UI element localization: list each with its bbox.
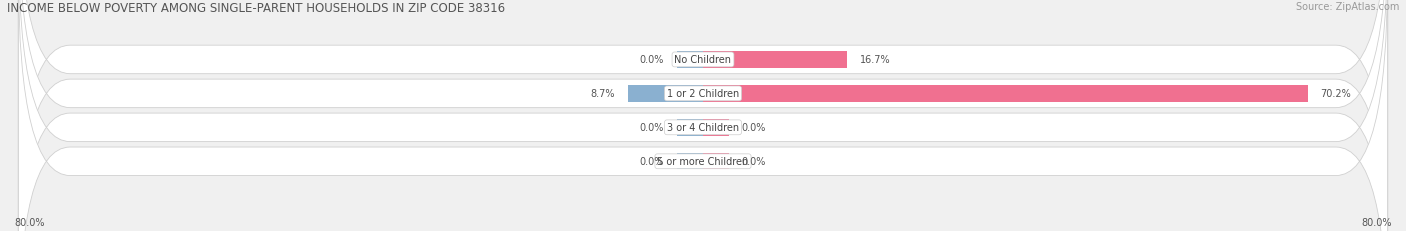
Text: 80.0%: 80.0%: [1361, 217, 1392, 227]
Text: Source: ZipAtlas.com: Source: ZipAtlas.com: [1295, 2, 1399, 12]
Bar: [678, 52, 703, 68]
Bar: [678, 120, 703, 136]
Text: 0.0%: 0.0%: [640, 123, 664, 133]
Text: 3 or 4 Children: 3 or 4 Children: [666, 123, 740, 133]
FancyBboxPatch shape: [18, 0, 1388, 231]
Text: 0.0%: 0.0%: [742, 157, 766, 167]
Text: 0.0%: 0.0%: [640, 157, 664, 167]
Bar: [703, 153, 728, 170]
Text: 0.0%: 0.0%: [742, 123, 766, 133]
FancyBboxPatch shape: [18, 0, 1388, 231]
Text: 8.7%: 8.7%: [591, 89, 616, 99]
Bar: [678, 153, 703, 170]
Text: 0.0%: 0.0%: [640, 55, 664, 65]
Text: No Children: No Children: [675, 55, 731, 65]
Text: 1 or 2 Children: 1 or 2 Children: [666, 89, 740, 99]
Bar: [628, 86, 703, 102]
Bar: [703, 86, 1308, 102]
Legend: Single Father, Single Mother: Single Father, Single Mother: [610, 229, 796, 231]
FancyBboxPatch shape: [18, 0, 1388, 231]
Text: 5 or more Children: 5 or more Children: [658, 157, 748, 167]
Text: 80.0%: 80.0%: [14, 217, 45, 227]
Text: INCOME BELOW POVERTY AMONG SINGLE-PARENT HOUSEHOLDS IN ZIP CODE 38316: INCOME BELOW POVERTY AMONG SINGLE-PARENT…: [7, 2, 505, 15]
Bar: [703, 120, 728, 136]
Bar: [703, 52, 846, 68]
FancyBboxPatch shape: [18, 0, 1388, 231]
Text: 70.2%: 70.2%: [1320, 89, 1351, 99]
Text: 16.7%: 16.7%: [859, 55, 890, 65]
